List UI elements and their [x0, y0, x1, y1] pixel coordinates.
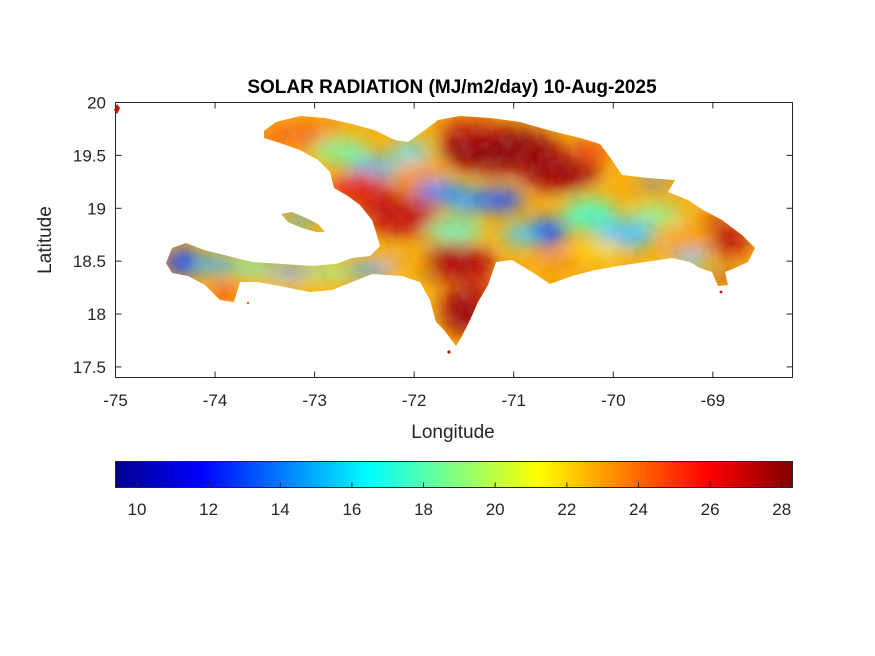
x-tick-marks: [115, 102, 714, 378]
colorbar-tick-label: 28: [772, 500, 791, 519]
y-tick-marks: [115, 102, 793, 368]
colorbar-tick-label: 24: [629, 500, 648, 519]
x-tick-label: -72: [402, 391, 427, 410]
colorbar-tick-label: 18: [414, 500, 433, 519]
y-tick-label: 18.5: [73, 252, 106, 271]
x-tick-label: -73: [302, 391, 327, 410]
colorbar-tick-label: 22: [557, 500, 576, 519]
x-tick-label: -69: [701, 391, 726, 410]
x-tick-label: -75: [103, 391, 128, 410]
islet-speck: [246, 301, 250, 305]
y-axis-label: Latitude: [35, 206, 56, 274]
y-tick-label: 19.5: [73, 146, 106, 165]
colorbar-tick-label: 14: [271, 500, 290, 519]
colorbar-tick-marks: [136, 482, 783, 488]
y-tick-label: 20: [87, 94, 106, 113]
y-tick-label: 17.5: [73, 358, 106, 377]
colorbar: [115, 461, 793, 488]
colorbar-tick-label: 12: [199, 500, 218, 519]
islet-speck: [447, 350, 451, 354]
y-tick-label: 18: [87, 305, 106, 324]
y-tick-labels: 17.5 18 18.5 19 19.5 20: [73, 94, 106, 377]
x-axis-label: Longitude: [411, 422, 494, 443]
x-tick-label: -71: [501, 391, 526, 410]
colorbar-tick-labels: 10 12 14 16 18 20 22 24 26 28: [128, 500, 792, 519]
colorbar-tick-label: 20: [486, 500, 505, 519]
x-tick-labels: -75 -74 -73 -72 -71 -70 -69: [103, 391, 725, 410]
islet-speck: [719, 290, 723, 294]
x-tick-label: -74: [203, 391, 228, 410]
colorbar-tick-label: 16: [342, 500, 361, 519]
colorbar-tick-label: 26: [701, 500, 720, 519]
x-tick-label: -70: [601, 391, 626, 410]
y-tick-label: 19: [87, 199, 106, 218]
colorbar-tick-label: 10: [128, 500, 147, 519]
chart-title: SOLAR RADIATION (MJ/m2/day) 10-Aug-2025: [247, 77, 657, 98]
